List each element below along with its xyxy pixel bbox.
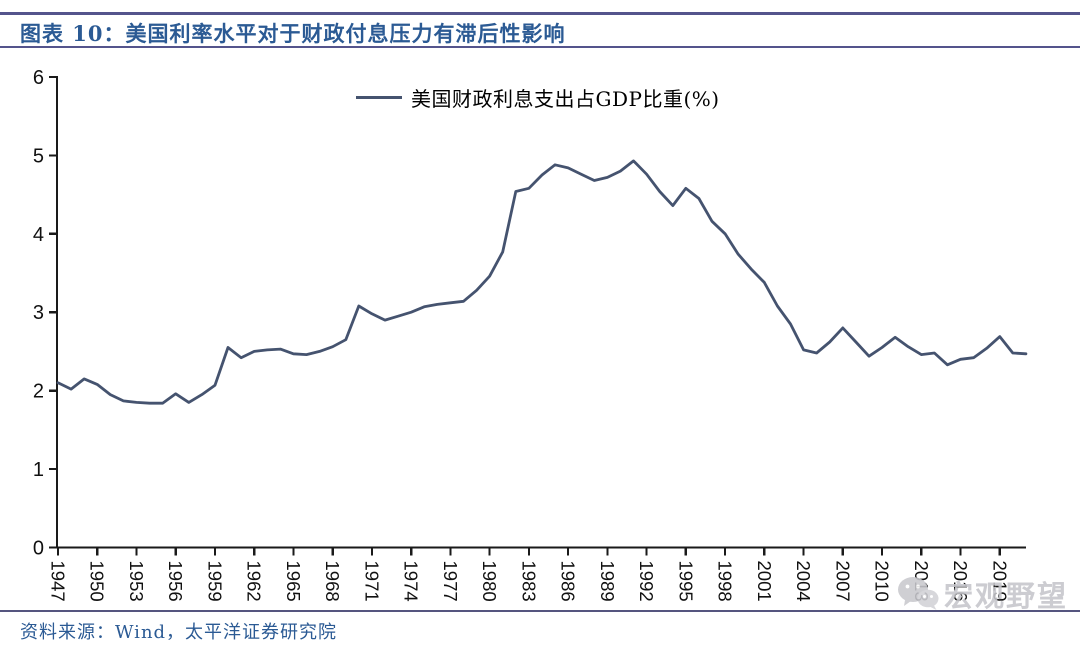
x-axis-tick-label: 1977 (440, 561, 461, 602)
top-rule (0, 12, 1080, 15)
x-axis-tick-label: 1956 (165, 561, 186, 602)
y-axis-tick-label: 1 (33, 459, 44, 481)
x-axis-tick-label: 1986 (558, 561, 579, 602)
y-axis-tick-label: 6 (33, 67, 44, 89)
x-axis-tick-label: 1962 (244, 561, 265, 602)
x-axis-tick-label: 2004 (793, 561, 814, 602)
x-axis-tick-label: 2007 (832, 561, 853, 602)
watermark: 宏观野望 (896, 574, 1068, 614)
x-axis-tick-label: 1992 (636, 561, 657, 602)
x-axis-tick-label: 1965 (283, 561, 304, 602)
y-axis-tick-label: 5 (33, 145, 44, 167)
wechat-icon (898, 577, 939, 610)
x-axis-tick-label: 1959 (204, 561, 225, 602)
x-axis-tick-label: 2010 (872, 561, 893, 602)
x-axis-tick-label: 1968 (322, 561, 343, 602)
x-axis-tick-label: 1950 (87, 561, 108, 602)
watermark-text: 宏观野望 (944, 579, 1069, 613)
y-axis-tick-label: 4 (33, 224, 44, 246)
x-axis-tick-label: 1947 (48, 561, 69, 602)
legend-label: 美国财政利息支出占GDP比重(%) (411, 86, 720, 111)
x-axis-tick-label: 1953 (126, 561, 147, 602)
footer-rule (0, 610, 1080, 612)
x-axis-tick-label: 1983 (518, 561, 539, 602)
x-axis-tick-label: 2019 (989, 561, 1010, 602)
x-axis-tick-label: 1995 (675, 561, 696, 602)
x-axis-tick-label: 1980 (479, 561, 500, 602)
y-axis-tick-label: 0 (33, 538, 44, 560)
x-axis-tick-label: 2016 (950, 561, 971, 602)
x-axis-tick-label: 1974 (401, 561, 422, 602)
source-note: 资料来源：Wind，太平洋证券研究院 (20, 622, 338, 643)
x-axis-tick-label: 2001 (754, 561, 775, 602)
x-axis-tick-label: 1998 (715, 561, 736, 602)
figure-title: 图表 10：美国利率水平对于财政付息压力有滞后性影响 (20, 21, 566, 46)
legend-line-swatch (356, 95, 402, 99)
title-underline-rule (0, 46, 1080, 48)
x-axis-tick-label: 1989 (597, 561, 618, 602)
chart-legend: 美国财政利息支出占GDP比重(%) (356, 84, 720, 111)
y-axis-tick-label: 2 (33, 381, 44, 403)
y-axis-tick-label: 3 (33, 302, 44, 324)
data-line-us-interest-gdp (56, 159, 1028, 405)
x-axis-tick-label: 1971 (361, 561, 382, 602)
